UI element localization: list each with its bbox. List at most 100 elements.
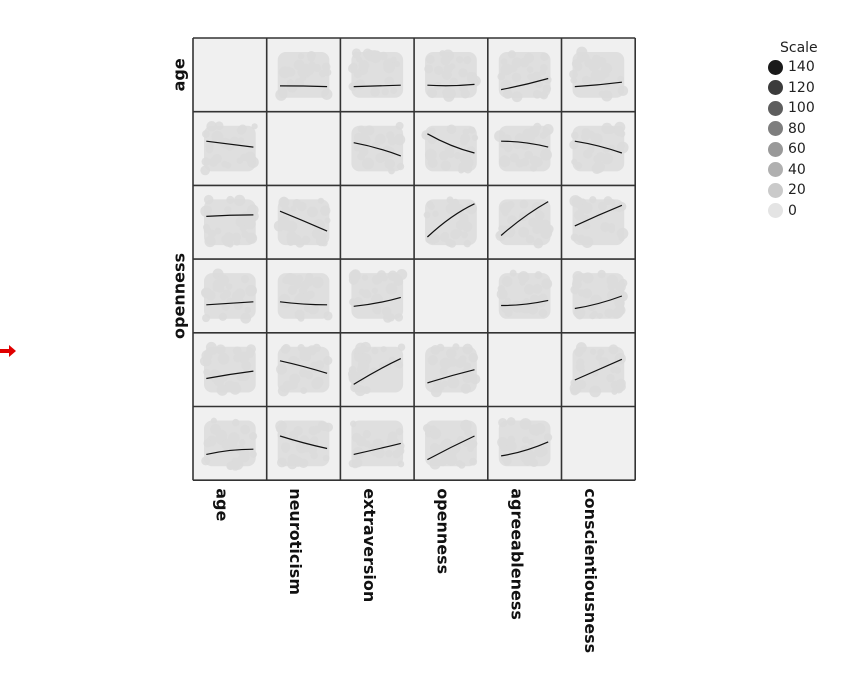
point-cloud <box>201 268 257 324</box>
panel-conscientiousness-neuroticism <box>266 406 341 481</box>
smooth-line <box>574 358 623 381</box>
point-cloud <box>569 121 629 174</box>
smooth-line <box>206 448 254 455</box>
panel-neuroticism-extraversion <box>340 111 415 186</box>
point-cloud <box>200 121 259 176</box>
panel-extraversion-conscientiousness <box>561 185 636 260</box>
smooth-line <box>279 301 328 306</box>
column-label-agreeableness: agreeableness <box>507 488 526 620</box>
panel-extraversion-extraversion <box>340 185 415 260</box>
panel-openness-agreeableness <box>487 259 562 333</box>
legend-item: 100 <box>768 98 818 119</box>
smooth-line <box>353 442 401 455</box>
panel-agreeableness-conscientiousness <box>561 332 636 407</box>
point-cloud <box>347 48 404 98</box>
column-label-age: age <box>213 488 232 521</box>
legend-dot <box>768 141 783 157</box>
legend-item: 60 <box>768 139 818 160</box>
point-cloud <box>496 269 553 319</box>
legend-item: 40 <box>768 160 818 181</box>
panel-age-neuroticism <box>266 38 341 112</box>
legend: Scale 140 120 100 80 60 40 20 0 <box>768 40 818 221</box>
legend-item: 140 <box>768 57 818 78</box>
point-cloud <box>421 124 479 174</box>
legend-dot <box>768 182 783 198</box>
smooth-line <box>574 204 623 227</box>
legend-label: 100 <box>788 100 815 117</box>
smooth-line <box>574 295 623 310</box>
panel-agreeableness-neuroticism <box>266 332 341 407</box>
smooth-line <box>500 201 549 236</box>
point-cloud <box>200 194 259 248</box>
panel-agreeableness-agreeableness <box>487 332 562 407</box>
smooth-line <box>501 140 549 148</box>
panel-openness-neuroticism <box>266 259 341 333</box>
legend-dot <box>768 59 783 75</box>
arrow-shape <box>0 345 16 357</box>
point-cloud <box>424 49 481 102</box>
panel-age-extraversion <box>340 38 415 112</box>
legend-label: 80 <box>788 120 806 137</box>
panel-age-age <box>193 38 267 112</box>
smooth-line <box>427 133 475 154</box>
point-cloud <box>494 122 554 172</box>
panel-neuroticism-conscientiousness <box>561 111 636 186</box>
legend-item: 20 <box>768 180 818 201</box>
point-cloud <box>569 342 626 398</box>
legend-label: 120 <box>788 79 815 96</box>
panel-agreeableness-openness <box>414 332 488 407</box>
column-label-extraversion: extraversion <box>360 488 379 602</box>
point-cloud <box>276 343 333 397</box>
smooth-line <box>206 140 254 148</box>
panel-neuroticism-agreeableness <box>487 111 562 186</box>
point-cloud <box>495 199 554 249</box>
smooth-line <box>427 369 475 384</box>
red-arrow-icon <box>0 345 16 357</box>
row-label-openness: openness <box>170 253 189 339</box>
smooth-line <box>279 360 328 374</box>
point-cloud <box>425 343 481 398</box>
column-label-conscientiousness: conscientiousness <box>581 488 600 653</box>
legend-item: 120 <box>768 78 818 99</box>
smooth-line <box>501 299 549 307</box>
panel-extraversion-neuroticism <box>266 185 341 260</box>
legend-dot <box>768 80 783 96</box>
smooth-line <box>501 441 549 457</box>
panel-age-agreeableness <box>487 38 562 112</box>
panel-conscientiousness-extraversion <box>340 406 415 481</box>
panel-age-openness <box>414 38 488 112</box>
point-cloud <box>423 196 478 248</box>
point-cloud <box>422 419 478 470</box>
panel-conscientiousness-conscientiousness <box>561 406 636 481</box>
point-cloud <box>497 50 552 103</box>
point-cloud <box>199 341 256 396</box>
point-cloud <box>273 196 331 248</box>
smooth-line <box>206 370 254 380</box>
smooth-line <box>574 140 623 154</box>
panel-neuroticism-age <box>193 111 267 186</box>
row-label-age: age <box>170 58 189 91</box>
panel-openness-age <box>193 259 267 333</box>
panel-conscientiousness-age <box>193 406 267 481</box>
legend-dot <box>768 121 783 137</box>
point-cloud <box>497 417 553 468</box>
smooth-line <box>426 203 475 238</box>
smooth-line <box>279 210 328 232</box>
legend-label: 60 <box>788 141 806 158</box>
legend-dot <box>768 162 783 178</box>
point-cloud <box>569 195 629 249</box>
panel-agreeableness-age <box>193 332 267 407</box>
point-cloud <box>347 341 406 397</box>
smooth-line <box>206 214 254 217</box>
smooth-line <box>427 83 475 87</box>
point-cloud <box>569 46 629 102</box>
smooth-line <box>206 301 254 306</box>
legend-item: 0 <box>768 201 818 222</box>
panel-conscientiousness-agreeableness <box>487 406 562 481</box>
panel-agreeableness-extraversion <box>340 332 415 407</box>
column-label-neuroticism: neuroticism <box>286 488 305 595</box>
smooth-line <box>353 296 401 307</box>
smooth-line <box>353 84 401 88</box>
panel-neuroticism-neuroticism <box>266 111 341 186</box>
